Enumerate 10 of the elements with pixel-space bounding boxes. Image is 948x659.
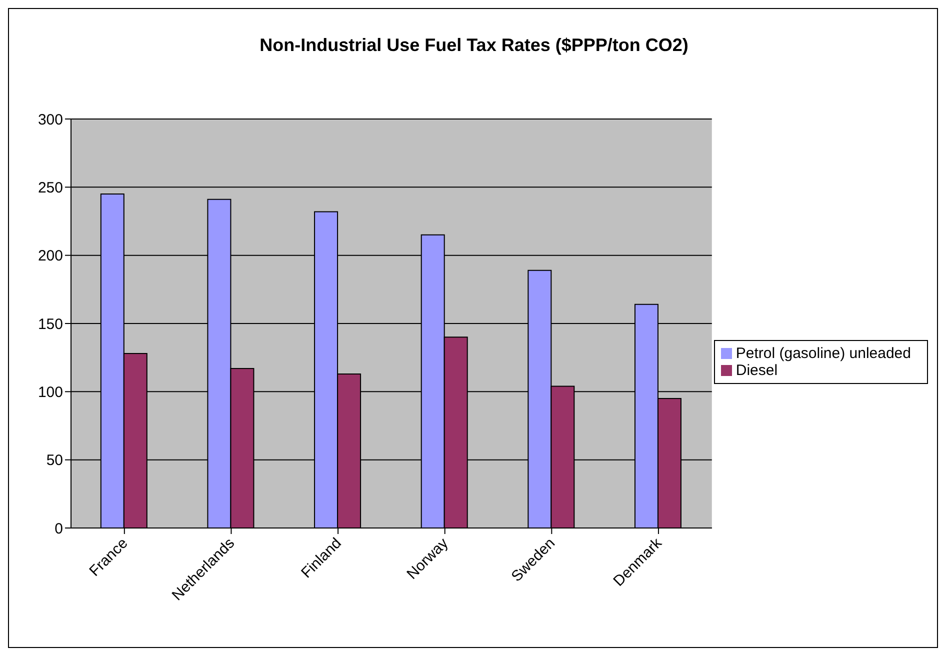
y-tick-label: 200 (38, 248, 63, 265)
legend-label: Diesel (736, 362, 778, 378)
y-tick-label: 100 (38, 384, 63, 401)
legend-label: Petrol (gasoline) unleaded (736, 344, 911, 362)
y-tick-label: 150 (38, 316, 63, 333)
chart-title: Non-Industrial Use Fuel Tax Rates ($PPP/ton CO2) (258, 35, 690, 56)
y-tick-label: 250 (38, 179, 63, 196)
y-tick-label: 300 (38, 111, 63, 128)
y-tick-label: 50 (46, 452, 63, 470)
y-tick-label: 0 (54, 520, 63, 538)
